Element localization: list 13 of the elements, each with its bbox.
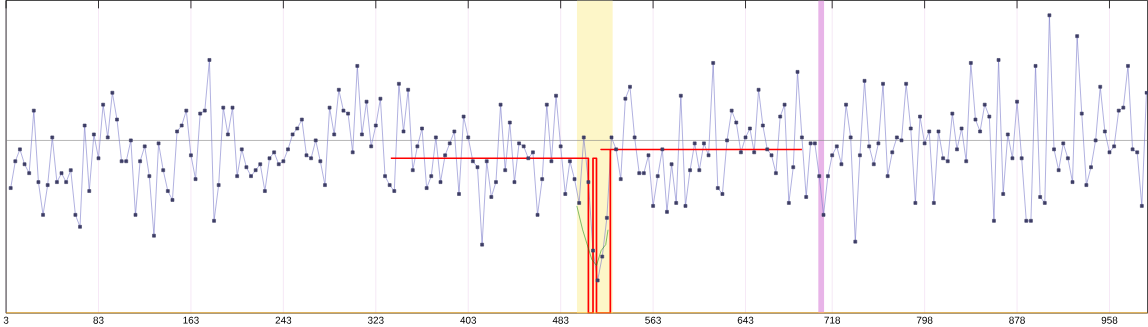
x-tick-label: 403 <box>460 316 477 324</box>
x-tick-label: 83 <box>93 316 104 324</box>
x-tick-label: 643 <box>737 316 754 324</box>
x-tick-label: 3 <box>3 316 9 324</box>
x-tick-label: 243 <box>275 316 292 324</box>
x-tick-label: 483 <box>552 316 569 324</box>
x-tick-label: 798 <box>916 316 933 324</box>
x-tick-label: 563 <box>645 316 661 324</box>
x-tick-label: 958 <box>1101 316 1118 324</box>
x-tick-label: 323 <box>367 316 384 324</box>
x-tick-label: 878 <box>1009 316 1025 324</box>
x-tick-label: 718 <box>824 316 841 324</box>
x-tick-label: 163 <box>183 316 199 324</box>
